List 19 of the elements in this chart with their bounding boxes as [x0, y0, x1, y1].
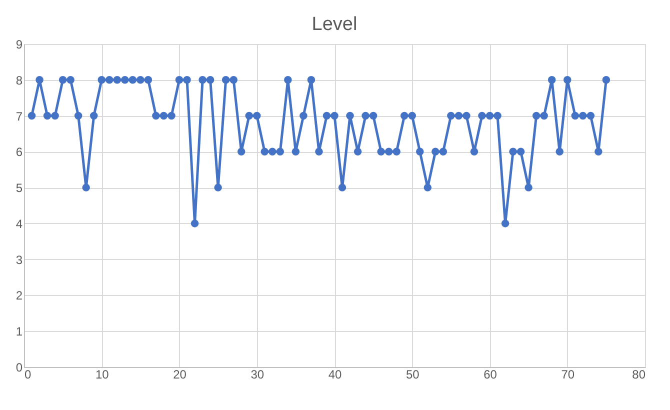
x-tick-label: 40	[328, 368, 342, 382]
y-tick-label: 9	[16, 38, 23, 52]
chart-title: Level	[312, 14, 358, 35]
x-tick-label: 20	[173, 368, 187, 382]
y-tick-label: 3	[16, 252, 23, 267]
y-tick-label: 2	[16, 288, 23, 303]
y-tick-label: 4	[16, 216, 23, 231]
y-tick-label: 1	[16, 324, 23, 339]
x-tick-label: 0	[24, 368, 32, 382]
x-tick-label: 30	[250, 368, 264, 382]
y-tick-label: 5	[16, 181, 23, 196]
y-tick-label: 6	[16, 145, 23, 160]
y-tick-label: 7	[16, 109, 23, 124]
x-tick-label: 60	[484, 368, 498, 382]
x-tick-label: 70	[561, 368, 575, 382]
x-tick-label: 80	[632, 368, 646, 382]
x-tick-label: 10	[95, 368, 110, 382]
y-tick-label: 8	[16, 73, 23, 88]
x-tick-label: 50	[406, 368, 420, 382]
